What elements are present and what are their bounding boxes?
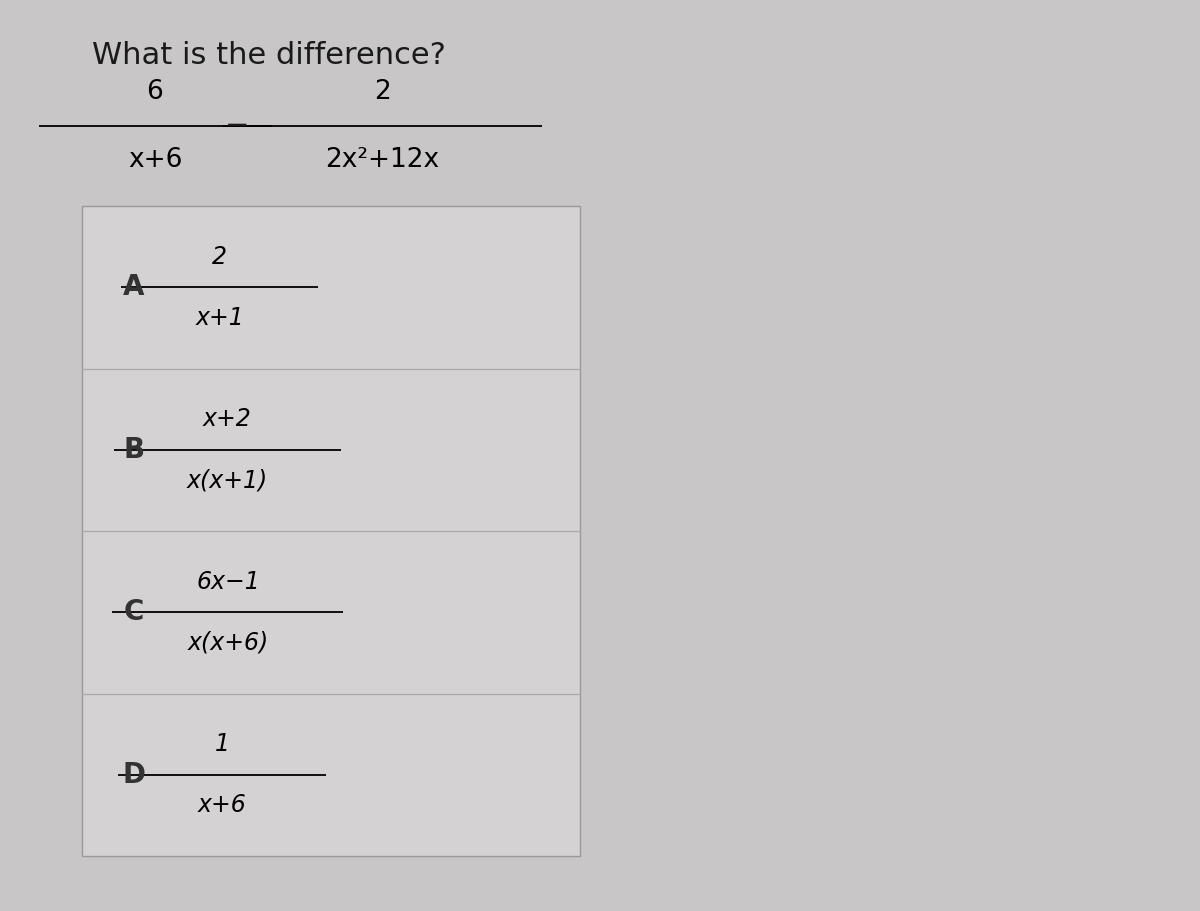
FancyBboxPatch shape xyxy=(82,206,580,856)
Text: A: A xyxy=(124,273,145,302)
Text: x+6: x+6 xyxy=(198,793,246,817)
Text: x+6: x+6 xyxy=(128,147,182,173)
Text: What is the difference?: What is the difference? xyxy=(92,41,446,70)
Text: 2: 2 xyxy=(212,244,227,269)
Text: B: B xyxy=(124,435,144,464)
Text: x+1: x+1 xyxy=(196,306,244,330)
Text: x(x+1): x(x+1) xyxy=(186,468,268,493)
Text: 6x−1: 6x−1 xyxy=(196,569,260,594)
Text: 1: 1 xyxy=(215,732,229,756)
Text: 2x²+12x: 2x²+12x xyxy=(325,147,439,173)
Text: x(x+6): x(x+6) xyxy=(187,631,269,655)
Text: −: − xyxy=(224,112,250,140)
Text: 6: 6 xyxy=(146,79,163,105)
Text: x+2: x+2 xyxy=(203,407,251,431)
Text: 2: 2 xyxy=(373,79,390,105)
Text: C: C xyxy=(124,599,144,626)
Text: D: D xyxy=(122,761,145,789)
